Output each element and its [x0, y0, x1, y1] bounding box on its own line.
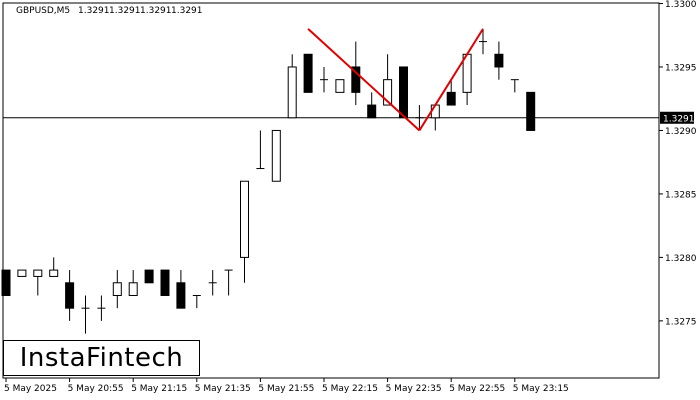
candle: [112, 270, 122, 309]
candle: [49, 257, 59, 277]
ohlc-open: 1.3291: [78, 6, 110, 16]
ohlc-close: 1.3291: [171, 6, 203, 16]
candle: [510, 79, 519, 93]
candle-body: [240, 180, 249, 258]
candle-body: [367, 104, 377, 119]
candle: [383, 54, 393, 106]
y-tick-label: 1.3300: [665, 0, 697, 10]
x-tick-label: 5 May 21:35: [195, 384, 251, 394]
x-axis: 5 May 2025 5 May 20:55 5 May 21:15 5 May 21…: [4, 378, 569, 394]
y-tick-label: 1.3285: [665, 190, 697, 200]
candle-body: [144, 269, 154, 284]
y-axis: 1.3275 1.3280 1.3285 1.3290 1.3295 1.3300: [659, 0, 697, 327]
candle-body: [160, 269, 170, 296]
candle-body: [287, 66, 297, 119]
candle-body: [526, 91, 536, 131]
candle: [17, 269, 27, 277]
candle: [415, 105, 424, 131]
price-badge-bg: [660, 111, 694, 124]
candle-body: [335, 79, 345, 93]
current-price-badge: 1.3291: [660, 111, 695, 124]
candle: [320, 66, 328, 93]
ohlc-high: 1.3291: [109, 6, 141, 16]
candle-body: [176, 282, 186, 309]
candle-body: [17, 269, 27, 277]
candle: [271, 129, 281, 182]
candle: [128, 270, 138, 296]
x-tick-label: 5 May 20:55: [68, 384, 124, 394]
x-tick-label: 5 May 2025: [4, 384, 57, 394]
x-tick-label: 5 May 22:55: [449, 384, 505, 394]
candle-body: [399, 66, 408, 119]
x-tick-label: 5 May 22:35: [386, 384, 442, 394]
candle: [224, 269, 233, 296]
candle: [160, 269, 170, 296]
candle: [144, 269, 154, 284]
pattern-line: [418, 28, 484, 131]
candle-body: [271, 129, 281, 182]
candle: [479, 28, 487, 55]
x-tick-label: 5 May 21:15: [131, 384, 187, 394]
double-top-pattern: [307, 28, 484, 132]
candle: [65, 270, 75, 321]
y-tick-label: 1.3290: [665, 127, 697, 137]
ohlc-low: 1.3291: [140, 6, 172, 16]
candle: [240, 180, 249, 283]
candle-body: [33, 269, 43, 277]
candle-body: [65, 282, 75, 309]
candle: [287, 54, 297, 119]
candle-body: [49, 269, 59, 277]
candle: [526, 91, 536, 131]
candle: [367, 92, 377, 119]
candle: [176, 270, 186, 309]
candle-body: [128, 282, 138, 296]
candlestick-series: [1, 28, 536, 334]
candle: [256, 130, 265, 170]
candle: [399, 66, 408, 119]
candle-body: [303, 53, 313, 93]
y-tick-label: 1.3295: [665, 63, 697, 73]
instafintech-logo: InstaFintech: [3, 340, 200, 376]
candle: [33, 269, 43, 296]
plot-area: [2, 2, 660, 379]
price-badge-text: 1.3291: [663, 114, 695, 124]
candle: [192, 294, 201, 309]
x-tick-label: 5 May 22:15: [322, 384, 378, 394]
candle-body: [494, 53, 504, 68]
candle: [1, 269, 11, 296]
candle: [81, 295, 90, 334]
x-tick-label: 5 May 23:15: [513, 384, 569, 394]
candle-body: [383, 79, 393, 106]
candle-body: [446, 91, 456, 106]
candle: [97, 295, 106, 321]
candle-body: [112, 282, 122, 296]
candle: [335, 79, 345, 93]
y-tick-label: 1.3280: [665, 254, 697, 264]
x-tick-label: 5 May 21:55: [258, 384, 314, 394]
candle: [208, 270, 217, 296]
candle: [494, 41, 504, 80]
candle: [446, 79, 456, 106]
candle-body: [1, 269, 11, 296]
pattern-line: [307, 28, 421, 132]
y-tick-label: 1.3275: [665, 317, 697, 327]
symbol-label: GBPUSD,M5: [16, 6, 70, 16]
candle: [303, 53, 313, 93]
candle-body: [351, 66, 361, 93]
